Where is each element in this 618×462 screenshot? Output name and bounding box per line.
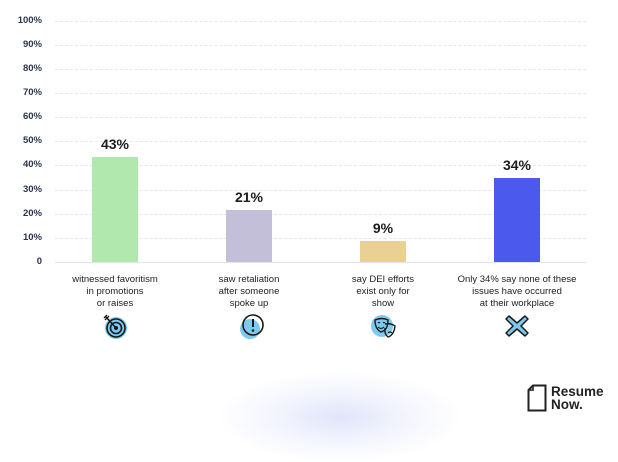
y-tick-label: 40% [22,159,42,170]
exclamation-circle-icon [240,314,264,339]
category-label: say DEI efforts exist only for show [351,274,415,309]
y-tick-label: 0 [36,256,42,267]
background-glow [220,372,460,462]
gridline [55,69,586,70]
bar-favoritism [92,157,138,262]
target-icon [103,314,127,339]
x-mark-icon [505,315,529,337]
bar-value-label: 21% [234,189,264,205]
y-tick-label: 50% [22,135,42,146]
bar-value-label: 34% [502,157,532,173]
brand-name: Resume Now. [551,384,604,412]
document-icon [527,384,547,412]
y-tick-label: 20% [22,208,42,219]
category-label: Only 34% say none of these issues have o… [457,274,577,309]
category-label: saw retaliation after someone spoke up [218,274,280,309]
gridline [55,214,586,215]
gridline [55,141,586,142]
bar-value-label: 43% [100,136,130,152]
brand-logo: Resume Now. [527,384,604,412]
bar-none-occurred [494,178,540,262]
gridline [55,165,586,166]
y-tick-label: 60% [22,111,42,122]
gridline [55,190,586,191]
gridline [55,45,586,46]
y-tick-label: 90% [22,39,42,50]
gridline [55,93,586,94]
bar-dei-show [360,241,406,262]
bar-retaliation [226,210,272,262]
bar-value-label: 9% [372,220,394,236]
y-tick-label: 70% [22,87,42,98]
x-axis-baseline [55,262,586,263]
category-label: witnessed favoritism in promotions or ra… [72,274,158,309]
gridline [55,21,586,22]
y-tick-label: 30% [22,184,42,195]
gridline [55,238,586,239]
y-tick-label: 100% [17,15,42,26]
y-tick-label: 10% [22,232,42,243]
y-tick-label: 80% [22,63,42,74]
theater-masks-icon [371,315,396,338]
gridline [55,117,586,118]
